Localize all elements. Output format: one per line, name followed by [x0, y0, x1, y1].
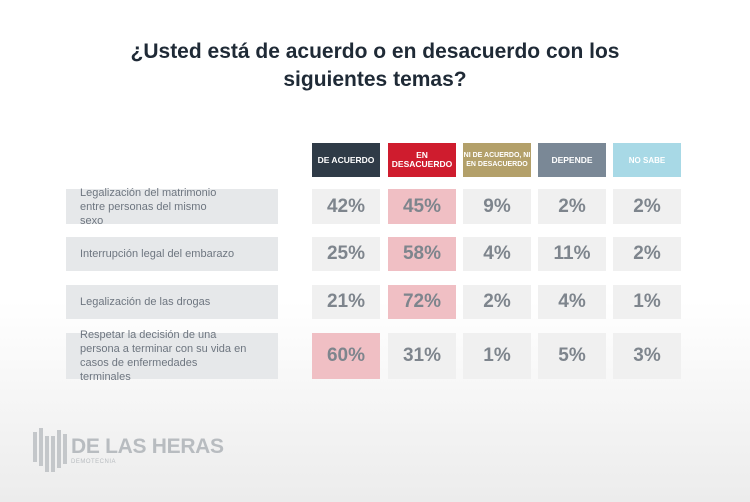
logo-name: DE LAS HERAS: [71, 435, 224, 458]
value-cell-depende: 4%: [538, 285, 606, 319]
column-header-de-acuerdo: DE ACUERDO: [312, 143, 380, 177]
value-cell-no-sabe: 3%: [613, 333, 681, 379]
column-header-depende: DEPENDE: [538, 143, 606, 177]
value-cell-ni-ni: 2%: [463, 285, 531, 319]
column-header-ni-ni: NI DE ACUERDO, NI EN DESACUERDO: [463, 143, 531, 177]
title-line-1: ¿Usted está de acuerdo o en desacuerdo c…: [130, 40, 620, 63]
page-title: ¿Usted está de acuerdo o en desacuerdo c…: [0, 38, 750, 94]
row-label: Respetar la decisión de una persona a te…: [66, 329, 278, 383]
row-label: Legalización del matrimonio entre person…: [66, 187, 278, 227]
value-cell-de-acuerdo: 60%: [312, 333, 380, 379]
value-cell-no-sabe: 1%: [613, 285, 681, 319]
value-cell-en-desacuerdo: 45%: [388, 189, 456, 224]
logo-subtitle: DEMOTECNIA: [71, 459, 117, 465]
logo: DE LAS HERAS DEMOTECNIA: [33, 428, 224, 472]
value-cell-ni-ni: 9%: [463, 189, 531, 224]
row-label: Interrupción legal del embarazo: [66, 237, 278, 271]
value-cell-ni-ni: 4%: [463, 237, 531, 271]
row-label: Legalización de las drogas: [66, 285, 278, 319]
value-cell-depende: 11%: [538, 237, 606, 271]
value-cell-de-acuerdo: 21%: [312, 285, 380, 319]
column-header-en-desacuerdo: EN DESACUERDO: [388, 143, 456, 177]
logo-mark-icon: [33, 428, 67, 472]
value-cell-no-sabe: 2%: [613, 237, 681, 271]
value-cell-en-desacuerdo: 31%: [388, 333, 456, 379]
column-header-no-sabe: NO SABE: [613, 143, 681, 177]
value-cell-no-sabe: 2%: [613, 189, 681, 224]
value-cell-depende: 2%: [538, 189, 606, 224]
value-cell-en-desacuerdo: 72%: [388, 285, 456, 319]
title-line-2: siguientes temas?: [283, 68, 467, 91]
value-cell-depende: 5%: [538, 333, 606, 379]
value-cell-en-desacuerdo: 58%: [388, 237, 456, 271]
value-cell-de-acuerdo: 42%: [312, 189, 380, 224]
value-cell-ni-ni: 1%: [463, 333, 531, 379]
value-cell-de-acuerdo: 25%: [312, 237, 380, 271]
